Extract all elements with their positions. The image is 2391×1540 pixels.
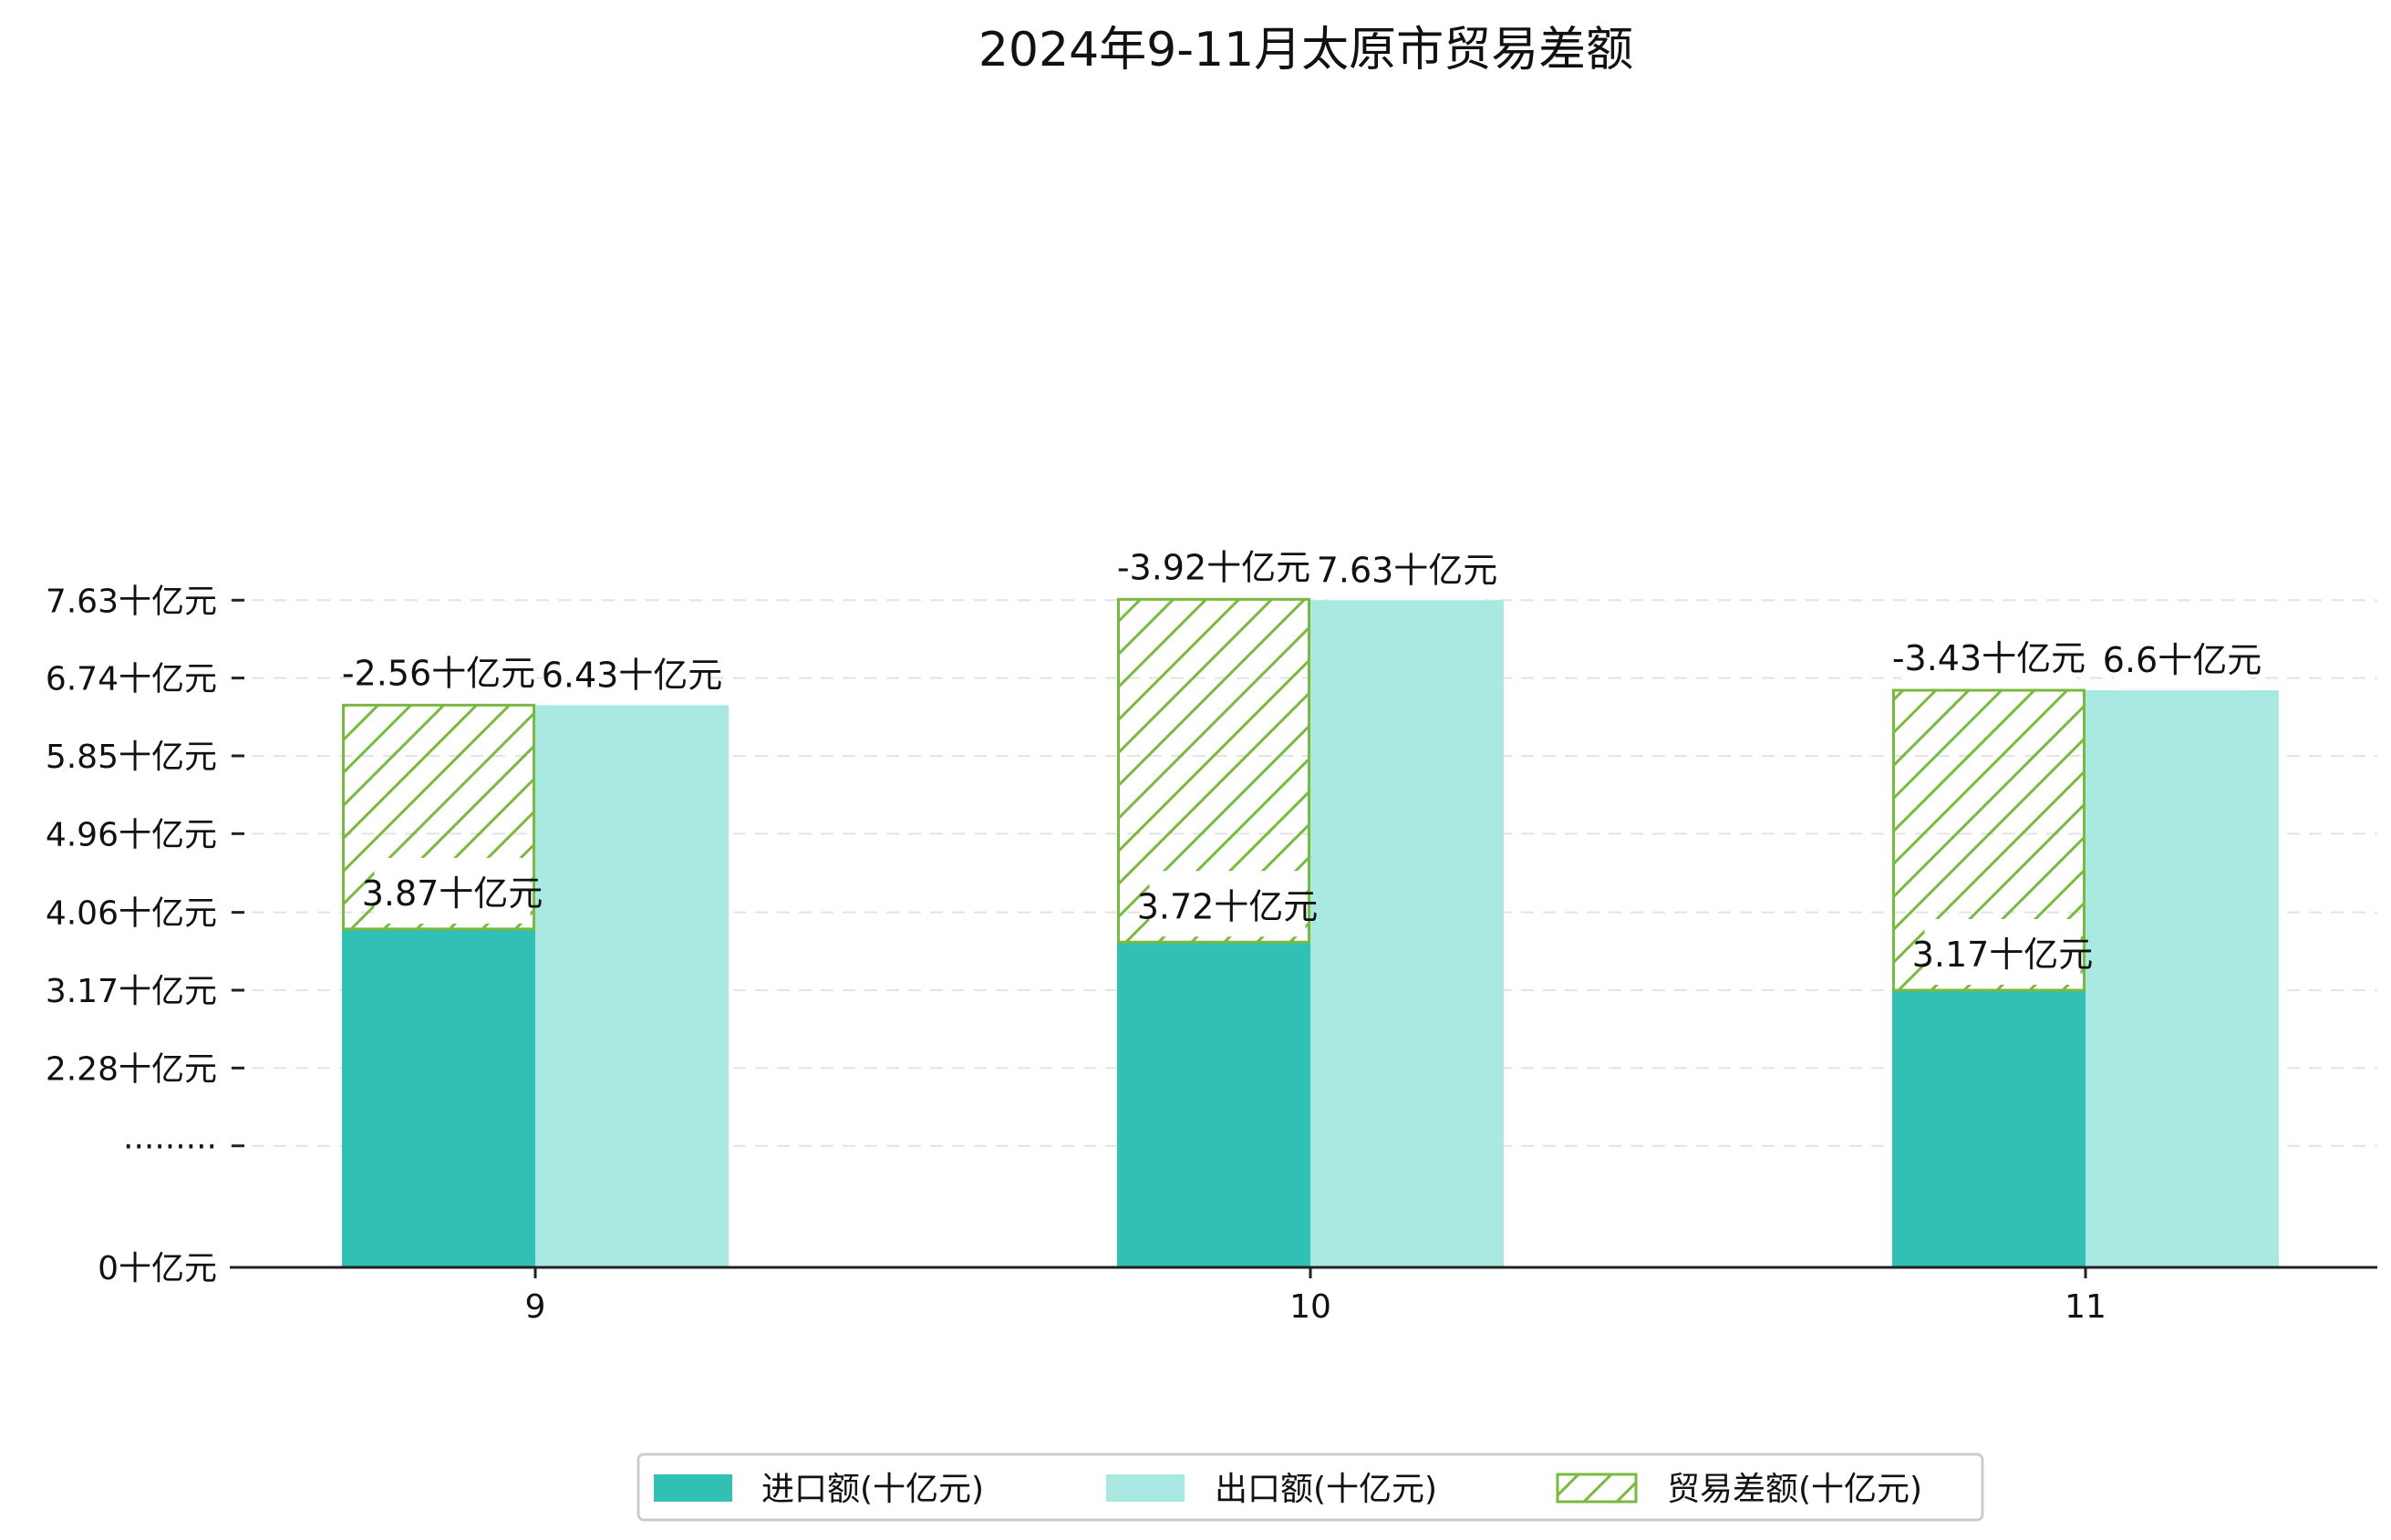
y-axis: 0十亿元 ········· 2.28十亿元 3.17十亿元 4.06十亿元 4.96十亿…	[46, 583, 244, 1287]
import-value-label: 3.17十亿元	[1912, 935, 2094, 975]
legend-swatch-import	[654, 1474, 732, 1502]
x-axis: 9 10 11	[525, 1267, 2106, 1326]
balance-value-label-box	[1126, 532, 1301, 598]
export-value-label: 7.63十亿元	[1317, 550, 1498, 590]
export-value-label-box	[1329, 534, 1485, 601]
x-tick-label: 11	[2065, 1288, 2106, 1326]
chart-title: 2024年9-11月太原市贸易差额	[978, 23, 1633, 78]
import-bar	[342, 928, 535, 1267]
y-tick-label: 6.74十亿元	[46, 661, 217, 698]
y-tick-label: 5.85十亿元	[46, 739, 217, 776]
y-tick-label: 4.96十亿元	[46, 816, 217, 853]
import-bar	[1892, 989, 2086, 1267]
export-bar	[1310, 600, 1504, 1267]
data-labels-layer: 6.43十亿元-2.56十亿元 3.87十亿元 7.63十亿元-3.92十亿元 3.7…	[342, 532, 2262, 985]
import-value-label-box	[1924, 918, 2081, 985]
y-tick-label: 7.63十亿元	[46, 583, 217, 620]
legend-label-import: 进口额(十亿元)	[761, 1471, 984, 1508]
legend: 进口额(十亿元) 出口额(十亿元) 贸易差额(十亿元)	[637, 1452, 1984, 1522]
y-tick-label: 0十亿元	[98, 1250, 217, 1287]
legend-swatch-balance	[1556, 1473, 1638, 1504]
balance-value-label-box	[351, 637, 526, 704]
import-value-label-box	[374, 857, 531, 924]
legend-frame	[637, 1452, 1984, 1522]
balance-value-label: -3.43十亿元	[1892, 638, 2086, 678]
export-bar	[2086, 690, 2279, 1267]
y-tick-label: 3.17十亿元	[46, 973, 217, 1010]
export-value-label: 6.43十亿元	[542, 655, 723, 695]
legend-swatch-export	[1106, 1474, 1185, 1502]
balance-value-label: -2.56十亿元	[342, 653, 535, 693]
y-tick-label: ·········	[123, 1129, 217, 1166]
import-value-label: 3.87十亿元	[362, 873, 543, 914]
x-tick-label: 9	[525, 1288, 546, 1326]
import-value-label: 3.72十亿元	[1137, 886, 1319, 926]
balance-value-label: -3.92十亿元	[1117, 547, 1310, 587]
export-value-label-box	[2114, 625, 2251, 691]
import-bar	[1117, 942, 1310, 1267]
x-tick-label: 10	[1289, 1288, 1331, 1326]
y-tick-label: 2.28十亿元	[46, 1050, 217, 1088]
export-value-label-box	[554, 639, 710, 706]
export-bar	[535, 705, 729, 1267]
balance-value-label-box	[1901, 623, 2076, 689]
legend-label-export: 出口额(十亿元)	[1215, 1471, 1437, 1508]
legend-label-balance: 贸易差额(十亿元)	[1667, 1471, 1922, 1508]
y-tick-label: 4.06十亿元	[46, 895, 217, 933]
export-value-label: 6.6十亿元	[2103, 640, 2262, 680]
import-value-label-box	[1149, 871, 1306, 937]
